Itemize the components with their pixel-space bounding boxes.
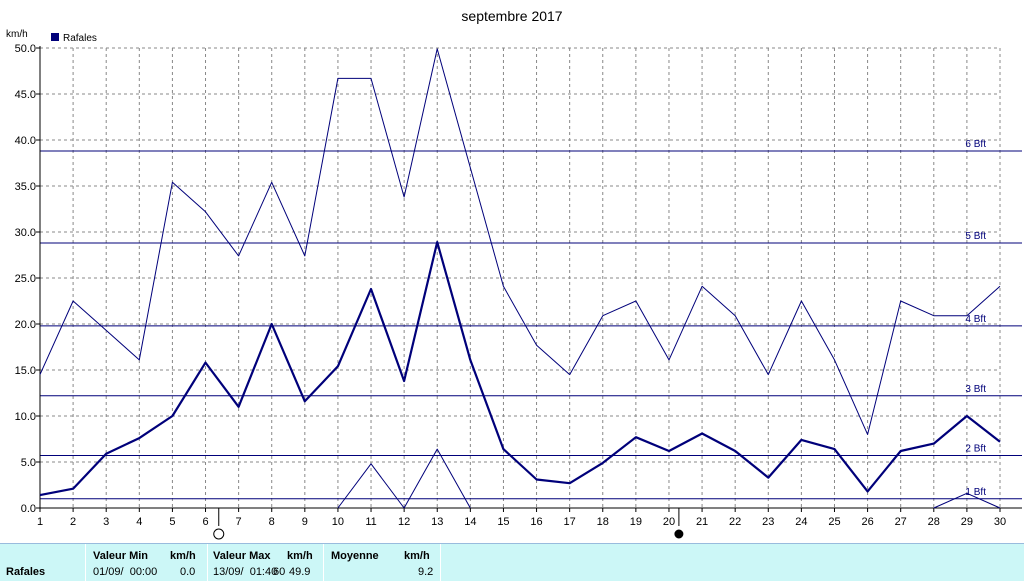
x-tick-label: 25 (828, 516, 840, 528)
max-date: 13/09/ 01:40 (213, 566, 278, 578)
x-tick-label: 6 (202, 516, 208, 528)
x-tick-label: 8 (269, 516, 275, 528)
series-max-line (39, 48, 1001, 435)
y-axis-unit: km/h (6, 29, 28, 40)
series (39, 48, 1001, 509)
summary-footer: Rafales Valeur Min km/h 01/09/ 00:00 0.0… (0, 543, 1024, 581)
y-tick-label: 35.0 (15, 181, 36, 193)
max-value: 49.9 (289, 566, 311, 578)
beaufort-label: 6 Bft (965, 139, 986, 150)
x-tick-label: 5 (169, 516, 175, 528)
moon-phases (213, 508, 684, 540)
y-tick-label: 25.0 (15, 273, 36, 285)
y-tick-label: 15.0 (15, 365, 36, 377)
x-tick-label: 18 (597, 516, 609, 528)
series-min-line (337, 448, 471, 509)
min-unit: km/h (170, 550, 196, 562)
x-tick-label: 3 (103, 516, 109, 528)
wind-chart: septembre 2017 km/h Rafales 1 Bft 2 Bft 3 … (6, 8, 1022, 540)
y-tick-label: 20.0 (15, 319, 36, 331)
x-tick-label: 7 (236, 516, 242, 528)
x-tick-label: 27 (895, 516, 907, 528)
min-date: 01/09/ 00:00 (93, 566, 158, 578)
y-tick-label: 0.0 (21, 503, 36, 515)
avg-header: Moyenne (331, 550, 379, 562)
axes: 0.0 5.0 10.0 15.0 20.0 25.0 30.0 35.0 40.0 45.0 50… (15, 43, 1022, 528)
x-tick-label: 4 (136, 516, 142, 528)
max-unit: km/h (287, 550, 313, 562)
x-tick-label: 21 (696, 516, 708, 528)
x-tick-label: 23 (762, 516, 774, 528)
x-tick-label: 19 (630, 516, 642, 528)
min-header: Valeur Min (93, 550, 149, 562)
y-tick-label: 10.0 (15, 411, 36, 423)
y-tick-label: 40.0 (15, 135, 36, 147)
max-header: Valeur Max (213, 550, 271, 562)
beaufort-label: 1 Bft (965, 487, 986, 498)
max-suffix: 60 (273, 566, 286, 578)
beaufort-label: 4 Bft (965, 314, 986, 325)
avg-unit: km/h (404, 550, 430, 562)
footer-series-label: Rafales (6, 566, 46, 578)
beaufort-label: 2 Bft (965, 444, 986, 455)
y-tick-label: 45.0 (15, 89, 36, 101)
avg-value: 9.2 (418, 566, 434, 578)
beaufort-label: 5 Bft (965, 231, 986, 242)
chart-title: septembre 2017 (461, 8, 562, 24)
x-tick-label: 29 (961, 516, 973, 528)
legend-label: Rafales (63, 33, 97, 44)
x-tick-label: 11 (365, 516, 376, 528)
new-moon-icon (674, 529, 684, 539)
min-value: 0.0 (180, 566, 196, 578)
y-tick-label: 50.0 (15, 43, 36, 55)
series-min-line (933, 492, 1001, 509)
x-tick-label: 14 (464, 516, 476, 528)
x-tick-label: 22 (729, 516, 741, 528)
x-tick-label: 15 (497, 516, 509, 528)
y-tick-label: 30.0 (15, 227, 36, 239)
x-tick-label: 30 (994, 516, 1006, 528)
x-tick-label: 17 (564, 516, 576, 528)
grid (40, 47, 1001, 508)
x-tick-label: 26 (861, 516, 873, 528)
beaufort-label: 3 Bft (965, 384, 986, 395)
x-tick-label: 20 (663, 516, 675, 528)
y-tick-label: 5.0 (21, 457, 36, 469)
x-tick-label: 24 (795, 516, 807, 528)
x-tick-label: 12 (398, 516, 410, 528)
x-tick-label: 1 (37, 516, 43, 528)
x-tick-label: 16 (530, 516, 542, 528)
series-mean-line (39, 241, 1001, 497)
x-tick-label: 13 (431, 516, 443, 528)
x-tick-label: 2 (70, 516, 76, 528)
x-tick-label: 28 (928, 516, 940, 528)
beaufort-lines: 1 Bft 2 Bft 3 Bft 4 Bft 5 Bft 6 Bft (40, 139, 1022, 500)
x-tick-label: 10 (332, 516, 344, 528)
full-moon-icon (213, 528, 225, 540)
legend-swatch (51, 33, 59, 41)
x-tick-label: 9 (302, 516, 308, 528)
